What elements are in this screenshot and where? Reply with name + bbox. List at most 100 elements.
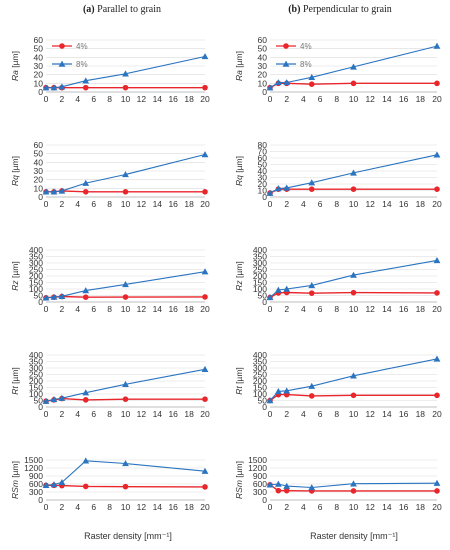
x-tick-label: 18 — [416, 409, 426, 419]
x-tick-label: 18 — [184, 199, 194, 209]
legend-label: 4% — [300, 42, 312, 51]
x-tick-label: 4 — [301, 304, 306, 314]
x-tick-label: 16 — [399, 502, 409, 512]
y-tick-label: 0 — [38, 402, 43, 412]
y-tick-label: 350 — [29, 357, 43, 367]
point-8pct — [82, 77, 90, 84]
point-8pct — [433, 355, 441, 362]
point-8pct — [274, 286, 282, 293]
x-tick-label: 14 — [382, 502, 392, 512]
x-tick-label: 0 — [268, 199, 273, 209]
x-tick-label: 4 — [301, 94, 306, 104]
x-tick-label: 16 — [168, 304, 178, 314]
y-axis-symbol: Rz — [10, 280, 20, 291]
x-tick-label: 20 — [200, 409, 210, 419]
y-tick-label: 900 — [29, 471, 43, 481]
point-8pct — [266, 294, 274, 301]
x-tick-label: 16 — [399, 304, 409, 314]
legend-marker — [282, 60, 290, 67]
x-tick-label: 6 — [91, 304, 96, 314]
point-4pct — [202, 84, 208, 91]
x-tick-label: 16 — [168, 199, 178, 209]
x-tick-label: 14 — [382, 409, 392, 419]
y-axis-unit: [µm] — [10, 461, 20, 480]
y-axis-label: Rq [µm] — [10, 156, 20, 186]
y-tick-label: 200 — [253, 271, 267, 281]
x-tick-label: 14 — [382, 304, 392, 314]
point-8pct — [42, 481, 50, 489]
point-8pct — [58, 479, 66, 486]
point-4pct — [122, 396, 129, 403]
y-axis-symbol: Rq — [10, 175, 20, 186]
y-tick-label: 300 — [253, 258, 267, 268]
point-8pct — [266, 481, 274, 488]
point-4pct — [82, 483, 89, 490]
legend-label: 8% — [76, 60, 88, 69]
y-axis-unit: [µm] — [234, 156, 244, 175]
x-tick-label: 10 — [349, 502, 359, 512]
x-tick-label: 4 — [75, 94, 80, 104]
y-tick-label: 0 — [38, 297, 43, 307]
x-tick-label: 10 — [121, 94, 131, 104]
x-tick-label: 20 — [432, 304, 442, 314]
x-tick-label: 6 — [91, 94, 96, 104]
y-tick-label: 0 — [38, 495, 43, 505]
y-tick-label: 10 — [34, 183, 44, 193]
y-tick-label: 40 — [258, 52, 268, 62]
point-8pct — [122, 70, 129, 77]
y-tick-label: 50 — [258, 291, 268, 301]
y-axis-label: RSm [µm] — [234, 461, 244, 499]
point-8pct — [433, 42, 441, 49]
y-tick-label: 0 — [262, 402, 267, 412]
point-4pct — [308, 393, 315, 399]
x-tick-label: 12 — [365, 199, 375, 209]
x-tick-label: 6 — [91, 502, 96, 512]
x-tick-label: 12 — [365, 502, 375, 512]
y-axis-label: Rt [µm] — [234, 367, 244, 395]
x-tick-label: 2 — [60, 199, 65, 209]
x-tick-label: 2 — [284, 502, 289, 512]
point-8pct — [50, 188, 58, 195]
y-tick-label: 0 — [262, 495, 267, 505]
point-4pct — [82, 84, 89, 91]
y-tick-label: 300 — [29, 363, 43, 373]
point-8pct — [283, 482, 291, 489]
x-tick-label: 18 — [416, 199, 426, 209]
x-tick-label: 10 — [349, 409, 359, 419]
y-axis-symbol: Rt — [10, 386, 20, 395]
y-axis-symbol: RSm — [10, 480, 20, 499]
y-tick-label: 900 — [253, 471, 267, 481]
y-tick-label: 1500 — [24, 455, 43, 465]
x-tick-label: 18 — [184, 409, 194, 419]
column-title-perpendicular-text: Perpendicular to grain — [300, 4, 391, 15]
point-4pct — [82, 189, 89, 195]
point-8pct — [266, 397, 274, 404]
x-tick-label: 6 — [318, 502, 323, 512]
point-8pct — [122, 460, 129, 467]
point-8pct — [350, 169, 357, 176]
point-8pct — [433, 257, 441, 264]
x-tick-label: 16 — [168, 94, 178, 104]
x-tick-label: 16 — [168, 409, 178, 419]
x-tick-label: 20 — [432, 94, 442, 104]
point-8pct — [433, 151, 441, 158]
x-tick-label: 10 — [121, 304, 131, 314]
point-8pct — [201, 467, 209, 474]
point-4pct — [202, 189, 208, 195]
x-tick-label: 6 — [318, 94, 323, 104]
point-8pct — [308, 73, 316, 80]
y-tick-label: 70 — [258, 147, 268, 157]
y-tick-label: 300 — [29, 487, 43, 497]
point-4pct — [82, 397, 89, 403]
y-tick-label: 150 — [29, 278, 43, 288]
x-tick-label: 4 — [75, 409, 80, 419]
point-4pct — [283, 487, 290, 494]
y-tick-label: 60 — [258, 153, 268, 163]
x-tick-label: 16 — [168, 502, 178, 512]
y-tick-label: 100 — [29, 284, 43, 294]
point-8pct — [283, 184, 291, 191]
y-tick-label: 80 — [258, 140, 268, 150]
x-tick-label: 20 — [200, 199, 210, 209]
point-4pct — [350, 186, 357, 192]
y-tick-label: 10 — [258, 78, 268, 88]
